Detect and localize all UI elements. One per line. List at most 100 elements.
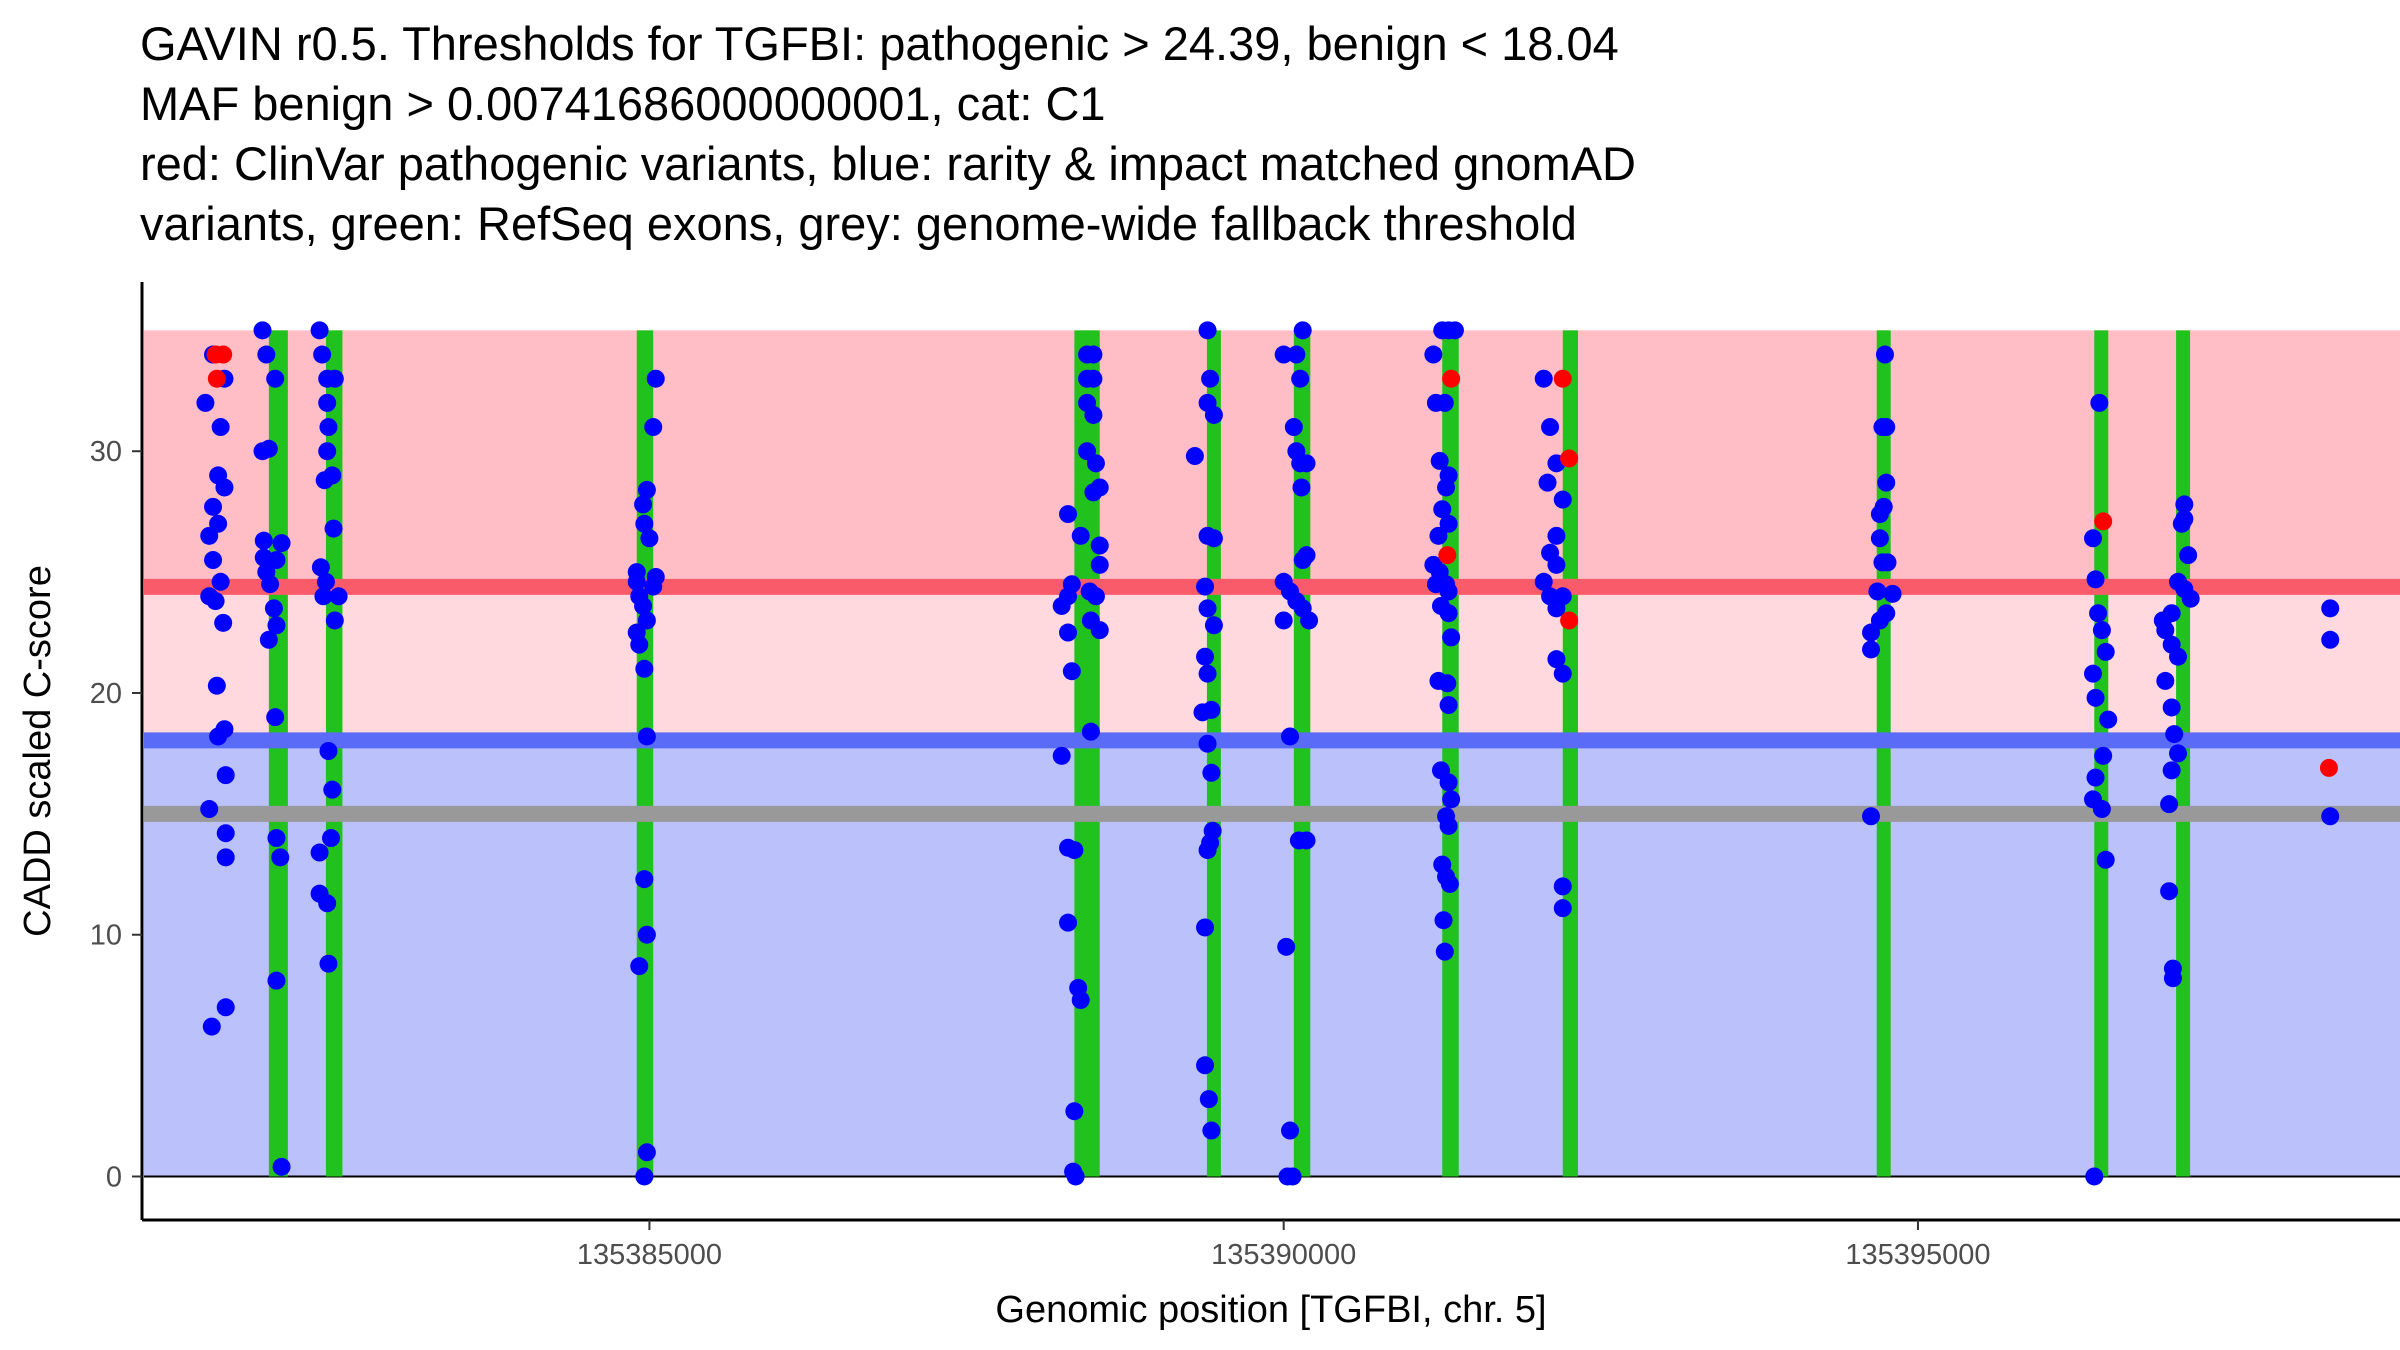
- gnomad-point: [1862, 640, 1881, 659]
- gnomad-point: [261, 575, 280, 594]
- gnomad-point: [637, 611, 656, 630]
- exon-bar: [1442, 330, 1459, 1177]
- gnomad-point: [196, 393, 215, 412]
- gnomad-point: [257, 345, 276, 364]
- gnomad-point: [1287, 345, 1306, 364]
- gnomad-point: [271, 848, 290, 867]
- gnomad-point: [2321, 630, 2340, 649]
- gnomad-point: [1424, 345, 1443, 364]
- gnomad-point: [1877, 473, 1896, 492]
- gnomad-point: [1442, 628, 1461, 647]
- gnomad-point: [646, 567, 665, 586]
- x-tick-label: 135390000: [1211, 1239, 1356, 1271]
- gnomad-point: [310, 884, 329, 903]
- gnomad-point: [207, 676, 226, 695]
- gnomad-point: [1281, 727, 1300, 746]
- gnomad-point: [2175, 495, 2194, 514]
- gnomad-point: [1198, 321, 1217, 340]
- gnomad-point: [1052, 596, 1071, 615]
- gnomad-point: [329, 587, 348, 606]
- gnomad-point: [1439, 773, 1458, 792]
- gnomad-point: [316, 572, 335, 591]
- gnomad-point: [1553, 587, 1572, 606]
- gnomad-point: [2084, 529, 2103, 548]
- gnomad-point: [2181, 589, 2200, 608]
- threshold-bands: [144, 330, 2400, 1178]
- clinvar-point: [214, 345, 233, 364]
- exon-bar: [1293, 330, 1311, 1177]
- gnomad-point: [216, 766, 235, 785]
- gnomad-point: [644, 418, 663, 437]
- gnomad-point: [1084, 405, 1103, 424]
- gnomad-point: [1439, 816, 1458, 835]
- threshold-lines: [144, 578, 2400, 822]
- gnomad-point: [315, 471, 334, 490]
- gnomad-point: [1059, 505, 1078, 524]
- x-ticks: 135385000 135390000 135395000: [577, 1220, 1991, 1271]
- gnomad-point: [2156, 621, 2175, 640]
- gnomad-point: [1059, 913, 1078, 932]
- gnomad-point: [635, 514, 654, 533]
- gnomad-point: [634, 495, 653, 514]
- gnomad-point: [214, 613, 233, 632]
- gnomad-point: [2156, 671, 2175, 690]
- gnomad-point: [1204, 529, 1223, 548]
- gnomad-point: [2162, 761, 2181, 780]
- gnomad-point: [204, 497, 223, 516]
- gnomad-point: [216, 824, 235, 843]
- gnomad-point: [314, 587, 333, 606]
- gnomad-point: [635, 1167, 654, 1186]
- gnomad-point: [1553, 899, 1572, 918]
- clinvar-point: [207, 369, 226, 388]
- clinvar-point: [2319, 758, 2338, 777]
- y-tick-label: 0: [106, 1161, 122, 1193]
- gnomad-point: [1201, 833, 1220, 852]
- chart-title-line: red: ClinVar pathogenic variants, blue: …: [140, 137, 1636, 190]
- y-tick-label: 30: [90, 436, 122, 468]
- gnomad-point: [1196, 1056, 1215, 1075]
- gnomad-point: [206, 592, 225, 611]
- gnomad-point: [2085, 1167, 2104, 1186]
- gnomad-point: [2165, 725, 2184, 744]
- gnomad-point: [1086, 587, 1105, 606]
- clinvar-point: [1560, 611, 1579, 630]
- gnomad-point: [2099, 710, 2118, 729]
- gnomad-point: [1883, 584, 1902, 603]
- y-tick-label: 20: [90, 678, 122, 710]
- exon-bar: [1206, 330, 1221, 1177]
- gnomad-point: [1433, 500, 1452, 519]
- gnomad-point: [1084, 483, 1103, 502]
- gnomad-point: [215, 478, 234, 497]
- gnomad-point: [1877, 418, 1896, 437]
- gnomad-point: [209, 514, 228, 533]
- exon-bar: [1562, 330, 1578, 1177]
- gnomad-point: [1196, 647, 1215, 666]
- benign-region: [144, 740, 2400, 1177]
- clinvar-point: [1442, 369, 1461, 388]
- gnomad-point: [1437, 478, 1456, 497]
- gnomad-point: [1065, 841, 1084, 860]
- gnomad-point: [1084, 345, 1103, 364]
- gnomad-point: [1862, 807, 1881, 826]
- gnomad-point: [2090, 393, 2109, 412]
- gnomad-point: [1439, 604, 1458, 623]
- gnomad-point: [2096, 642, 2115, 661]
- gnomad-point: [319, 742, 338, 760]
- gnomad-point: [1553, 664, 1572, 683]
- gnomad-point: [1204, 616, 1223, 635]
- gnomad-point: [216, 848, 235, 867]
- gnomad-point: [2160, 795, 2179, 814]
- gnomad-point: [2092, 621, 2111, 640]
- clinvar-point: [1438, 546, 1457, 565]
- gnomad-point: [2084, 664, 2103, 683]
- chart-title-line: variants, green: RefSeq exons, grey: gen…: [140, 197, 1577, 250]
- gnomad-point: [310, 321, 329, 340]
- gnomad-point: [1434, 911, 1453, 930]
- gnomad-point: [1196, 918, 1215, 937]
- gnomad-point: [267, 551, 286, 570]
- gnomad-point: [2094, 746, 2113, 765]
- gnomad-point: [1202, 763, 1221, 782]
- gnomad-point: [311, 558, 330, 577]
- gnomad-point: [1440, 874, 1459, 893]
- gnomad-point: [1297, 831, 1316, 850]
